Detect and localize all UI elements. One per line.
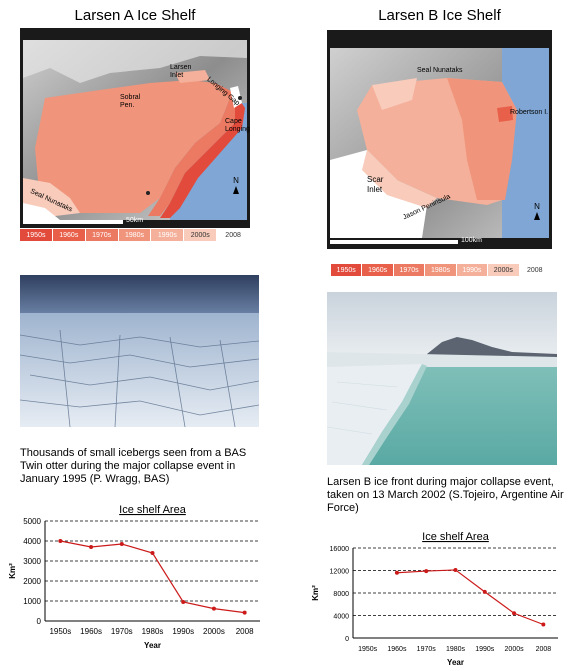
legend-1980s: 1980s [118,229,152,241]
legend-b-1970s: 1970s [393,264,426,276]
north-arrow-b: N [534,202,540,220]
data-point [394,570,399,575]
x-tick-label: 2000s [505,646,525,653]
larsen-b-legend: 1950s 1960s 1970s 1980s 1990s 2000s 2008 [331,264,551,276]
legend-1990s: 1990s [151,229,185,241]
legend-1950s: 1950s [20,229,53,241]
chart-title: Ice shelf Area [119,504,187,516]
y-tick-label: 4000 [23,537,41,546]
cape-longing-label: Cape Longing [225,118,250,133]
x-tick-label: 1950s [358,646,378,653]
x-tick-label: 2008 [236,627,254,636]
north-label-b: N [534,202,540,211]
sobral-label: Sobral Pen. [120,94,141,109]
data-point [211,606,216,611]
y-axis-label: Km² [8,563,17,579]
data-point [424,569,429,574]
legend-2008: 2008 [217,229,251,241]
larsen-inlet-label: Larsen Inlet [170,64,192,79]
series-line [396,569,544,626]
scale-label-b: 100km [461,237,483,244]
x-tick-label: 1960s [387,646,407,653]
data-point [181,600,186,604]
larsen-a-legend: 1950s 1960s 1970s 1980s 1990s 2000s 2008 [20,229,251,241]
data-point [58,539,63,543]
data-point [541,622,546,627]
legend-1970s: 1970s [85,229,119,241]
legend-1960s: 1960s [52,229,86,241]
data-point [89,545,94,549]
data-point [512,611,517,616]
scale-bar-b [330,240,458,244]
scale-label: 50km [126,217,144,224]
seal-nunataks-label-b: Seal Nunataks [417,67,463,74]
x-tick-label: 1970s [111,627,133,636]
x-tick-label: 1990s [475,646,495,653]
x-tick-label: 1970s [417,646,437,653]
larsen-b-area-chart: Ice shelf Area 0 4000 8000 12000 16000 1950s 19… [311,531,558,667]
larsen-a-caption: Thousands of small icebergs seen from a … [20,447,247,485]
larsen-a-area-chart: Ice shelf Area 0 1000 2000 3000 4000 5000 1950s… [8,504,260,650]
data-point [150,551,155,555]
larsen-a-iceberg-photo [20,275,259,427]
x-tick-label: 1990s [172,627,194,636]
y-tick-label: 1000 [23,597,41,606]
legend-b-2000s: 2000s [488,264,520,276]
legend-b-1980s: 1980s [425,264,457,276]
x-tick-label: 1950s [49,627,71,636]
x-tick-label: 1960s [80,627,102,636]
y-tick-label: 3000 [23,557,41,566]
data-point [119,542,124,546]
y-tick-label: 0 [345,636,349,643]
legend-b-1990s: 1990s [456,264,489,276]
north-arrow-b-icon [534,212,540,220]
larsen-b-title: Larsen B Ice Shelf [378,7,501,24]
y-tick-label: 12000 [330,569,350,576]
y-tick-label: 5000 [23,517,41,526]
y-tick-label: 2000 [23,577,41,586]
legend-b-1960s: 1960s [362,264,394,276]
larsen-b-ice-front-photo [327,292,557,465]
scar-inlet-label: Scar Inlet [367,175,384,194]
data-point [482,589,487,594]
x-axis-label: Year [144,641,161,650]
x-tick-label: 2000s [203,627,225,636]
scale-bar [23,220,123,224]
north-arrow-icon [233,186,239,194]
north-arrow: N [233,176,239,194]
y-tick-label: 4000 [333,614,349,621]
legend-b-2008: 2008 [519,264,551,276]
north-label: N [233,176,239,185]
robertson-label: Robertson I. [510,109,549,116]
y-tick-label: 8000 [333,591,349,598]
larsen-a-title: Larsen A Ice Shelf [74,7,196,24]
chart-title: Ice shelf Area [422,531,490,543]
data-point [242,610,247,615]
x-tick-label: 1980s [446,646,466,653]
y-tick-label: 0 [37,617,42,626]
x-axis-label: Year [447,658,464,667]
legend-2000s: 2000s [184,229,218,241]
data-point [453,567,458,572]
y-tick-label: 16000 [330,546,350,553]
y-axis-label: Km² [311,585,320,601]
legend-b-1950s: 1950s [331,264,363,276]
larsen-b-map: Seal Nunataks Robertson I. Scar Inlet Ja… [327,30,552,249]
larsen-b-caption: Larsen B ice front during major collapse… [327,476,564,514]
x-tick-label: 2008 [536,646,552,653]
x-tick-label: 1980s [142,627,164,636]
larsen-a-map: Larsen Inlet Longing Gap Sobral Pen. Cap… [20,28,250,228]
